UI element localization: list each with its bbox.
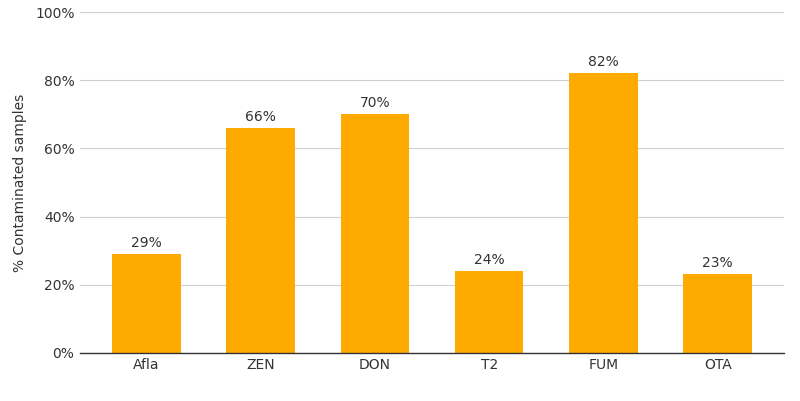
Bar [112,254,181,353]
Bar [226,128,295,353]
Text: 24%: 24% [474,253,505,267]
Y-axis label: % Contaminated samples: % Contaminated samples [13,93,26,271]
Text: 29%: 29% [131,236,162,250]
Text: 23%: 23% [702,256,733,270]
Bar [569,73,638,353]
Bar [455,271,523,353]
Text: 70%: 70% [359,96,390,110]
Text: 82%: 82% [588,55,619,69]
Bar [683,274,752,353]
Text: 66%: 66% [245,110,276,124]
Bar [341,114,409,353]
